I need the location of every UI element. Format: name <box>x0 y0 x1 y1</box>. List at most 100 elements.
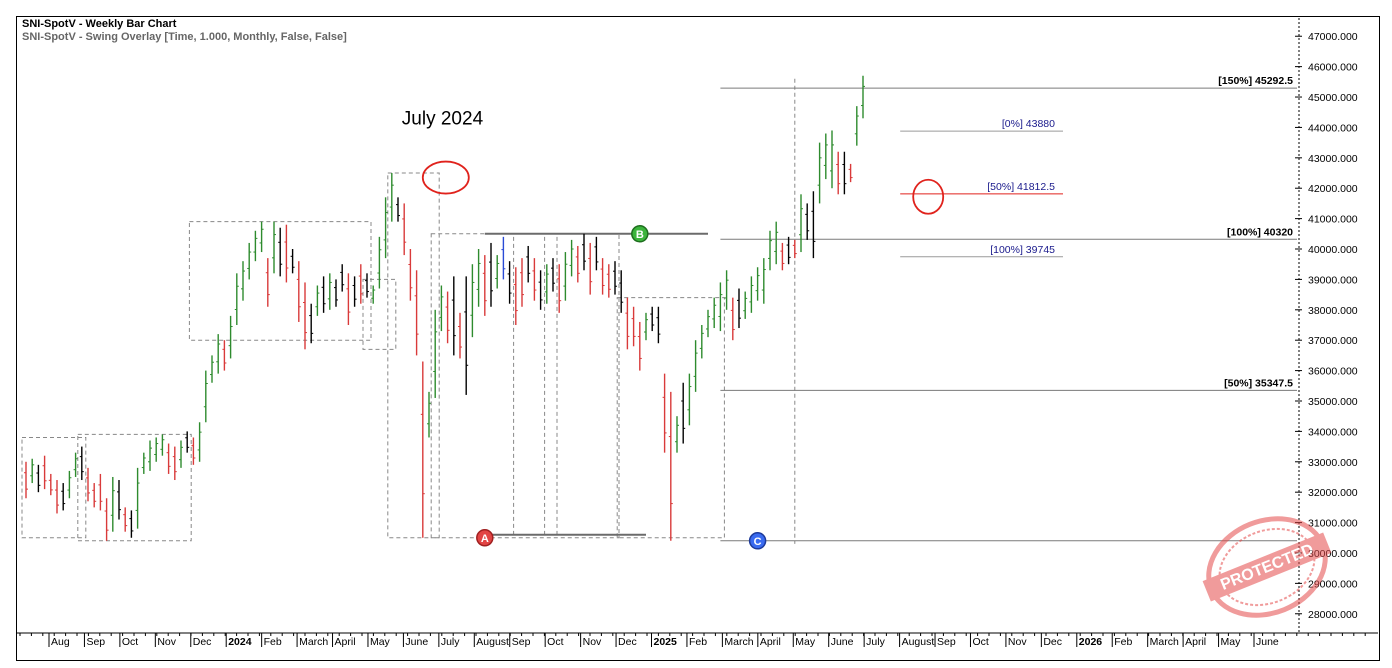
price-bar <box>123 507 128 532</box>
y-tick-label: 43000.000 <box>1308 153 1358 165</box>
x-tick-label: Oct <box>547 636 563 648</box>
price-bar <box>507 261 512 304</box>
projection-level-label: [100%] 39745 <box>990 244 1055 256</box>
price-bar <box>61 483 66 511</box>
x-tick-label: Dec <box>1043 636 1062 648</box>
y-tick-label: 47000.000 <box>1308 31 1358 43</box>
x-tick-label: Oct <box>122 636 138 648</box>
x-tick-label: Oct <box>972 636 988 648</box>
price-bar <box>234 273 239 325</box>
price-bar <box>396 197 400 222</box>
retracement-circle <box>912 178 945 215</box>
price-bar <box>513 267 518 325</box>
swing-b-marker-label: B <box>636 229 644 241</box>
price-bar <box>761 258 766 304</box>
price-bar <box>371 285 376 304</box>
price-bar <box>749 276 754 313</box>
y-tick-label: 44000.000 <box>1308 122 1358 134</box>
price-bar <box>216 334 221 374</box>
price-bar <box>520 258 524 307</box>
price-bar <box>693 340 698 392</box>
projection-level-label: [50%] 41812.5 <box>987 181 1055 193</box>
x-tick-label: April <box>760 636 781 648</box>
x-tick-label: Feb <box>689 636 707 648</box>
price-bar <box>557 264 562 313</box>
price-bar <box>681 382 686 444</box>
price-bar <box>687 373 692 426</box>
price-bar <box>272 221 276 274</box>
price-bar <box>79 446 84 481</box>
swing-box <box>362 278 397 350</box>
price-bar <box>482 255 487 316</box>
price-bar <box>253 230 258 262</box>
swing-box <box>188 221 372 341</box>
x-tick-label: Nov <box>1008 636 1027 648</box>
price-bar <box>805 203 810 240</box>
price-bar <box>501 236 506 280</box>
x-tick-label: August <box>902 636 935 648</box>
chart-subtitle: SNI-SpotV - Swing Overlay [Time, 1.000, … <box>22 31 347 43</box>
x-tick-label: March <box>1150 636 1179 648</box>
price-bar <box>259 221 264 253</box>
july-2024-high-circle <box>421 160 470 195</box>
x-tick-label: Sep <box>937 636 956 648</box>
swing-box <box>77 433 192 542</box>
price-bar <box>321 276 326 313</box>
price-bar <box>699 325 704 359</box>
price-bar <box>309 303 314 344</box>
price-bar <box>154 437 159 462</box>
swing-box <box>387 172 440 539</box>
price-bar <box>792 239 797 259</box>
price-bar <box>346 273 351 325</box>
price-bar <box>278 227 283 277</box>
price-bar <box>644 312 648 341</box>
price-bar <box>730 297 735 341</box>
price-bar <box>185 431 190 453</box>
protected-stamp-icon: PROTECTED <box>1202 516 1332 618</box>
price-bar <box>662 373 667 453</box>
price-bar <box>179 440 183 468</box>
event-label: July 2024 <box>402 108 484 129</box>
price-bar <box>427 391 431 438</box>
price-bar <box>712 297 717 329</box>
x-tick-label: July <box>441 636 460 648</box>
price-bar <box>110 476 115 532</box>
price-bar <box>476 249 481 307</box>
price-bar <box>445 291 450 344</box>
price-bar <box>786 236 791 265</box>
x-tick-label: April <box>335 636 356 648</box>
price-bar <box>575 245 580 283</box>
price-bar <box>408 249 413 301</box>
projection-level-label: [50%] 35347.5 <box>1224 377 1293 389</box>
price-bar <box>166 443 171 474</box>
x-tick-label: Sep <box>512 636 531 648</box>
price-bar <box>594 236 599 271</box>
price-bar <box>265 258 270 307</box>
price-bar <box>718 282 723 332</box>
price-bar <box>141 452 146 474</box>
y-tick-label: 39000.000 <box>1308 274 1358 286</box>
x-tick-label: Feb <box>1114 636 1132 648</box>
price-bar <box>414 270 419 356</box>
x-tick-label: August <box>476 636 509 648</box>
y-tick-label: 34000.000 <box>1308 426 1358 438</box>
price-bar <box>656 306 661 344</box>
price-bar <box>842 151 847 195</box>
price-bar <box>755 267 760 301</box>
price-bar <box>73 452 78 477</box>
price-bar <box>780 242 785 271</box>
price-bar <box>160 434 165 456</box>
y-tick-label: 46000.000 <box>1308 62 1358 74</box>
price-bar <box>327 273 332 310</box>
projection-level-label: [0%] 43880 <box>1002 118 1055 130</box>
price-bar <box>340 264 345 292</box>
price-bar <box>625 297 630 350</box>
y-tick-label: 33000.000 <box>1308 457 1358 469</box>
price-bar <box>172 446 177 481</box>
price-bar <box>582 233 586 271</box>
x-tick-label: Nov <box>583 636 602 648</box>
price-bar <box>191 437 196 465</box>
price-bar <box>389 173 394 222</box>
price-bar <box>861 75 865 119</box>
y-tick-label: 40000.000 <box>1308 244 1358 256</box>
